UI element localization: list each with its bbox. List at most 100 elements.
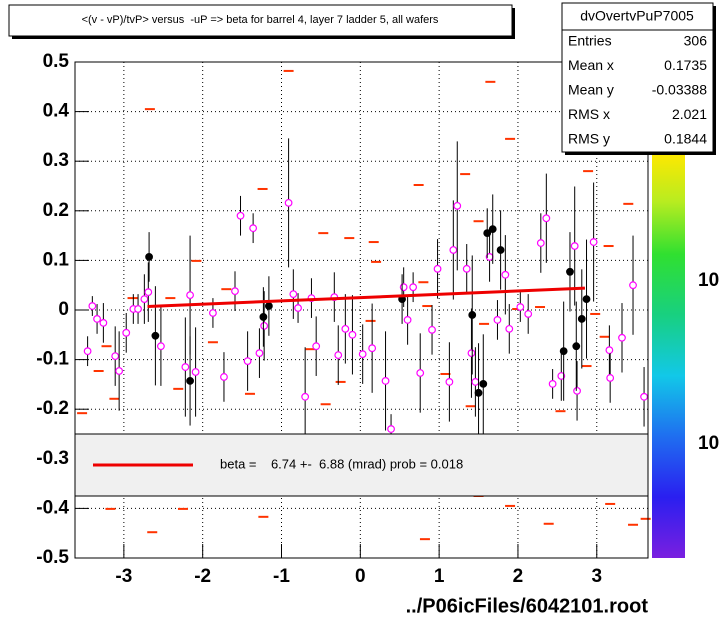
point-circle: [557, 372, 566, 380]
point-circle: [605, 346, 614, 355]
point-circle: [449, 246, 458, 254]
point-circle: [140, 295, 149, 303]
point-circle: [570, 242, 579, 250]
stats-value: 306: [684, 33, 708, 49]
point-circle: [157, 342, 165, 351]
point-circle: [181, 363, 190, 371]
y-tick-label: -0.5: [36, 547, 69, 568]
point-circle: [334, 351, 343, 360]
point-circle: [399, 283, 408, 292]
stats-value: 0.1735: [664, 57, 707, 73]
stats-value: 0.1844: [664, 131, 707, 147]
y-tick-label: 0.2: [43, 200, 69, 221]
point-circle: [387, 425, 395, 433]
point-circle: [381, 377, 390, 385]
stats-label: RMS x: [568, 106, 610, 122]
chart-title: <(v - vP)/tvP> versus -uP => beta for ba…: [82, 14, 439, 26]
title-box: [8, 4, 513, 37]
point-circle: [629, 281, 637, 290]
axes-frame: [74, 61, 649, 559]
point-dot: [259, 313, 268, 321]
y-tick-label: -0.1: [36, 349, 69, 370]
point-circle: [115, 367, 124, 375]
point-dot: [488, 225, 497, 234]
point-circle: [231, 287, 239, 296]
stats-label: Entries: [568, 33, 612, 49]
stats-label: RMS y: [568, 131, 610, 147]
point-dot: [483, 229, 492, 238]
point-circle: [294, 304, 302, 312]
y-tick-label: 0.5: [43, 51, 70, 72]
point-circle: [536, 239, 545, 247]
point-circle: [493, 316, 502, 324]
point-circle: [403, 316, 412, 324]
point-dot: [474, 388, 483, 397]
x-tick-label: 1: [434, 566, 445, 587]
point-circle: [433, 264, 442, 273]
x-tick-label: 2: [513, 566, 524, 587]
stats-title: dvOvertvPuP7005: [580, 8, 694, 24]
point-dot: [577, 315, 586, 323]
point-circle: [284, 198, 293, 207]
point-dot: [186, 377, 194, 385]
point-circle: [236, 211, 245, 220]
point-dot: [468, 311, 477, 319]
x-axis-label: ../P06icFiles/6042101.root: [406, 595, 649, 617]
point-circle: [445, 378, 454, 386]
point-circle: [209, 309, 217, 317]
y-tick-label: -0.3: [36, 448, 69, 469]
point-circle: [312, 342, 321, 351]
x-tick-label: -3: [115, 566, 132, 587]
colorbar-label: 10: [698, 270, 719, 291]
point-circle: [144, 288, 153, 297]
point-circle: [249, 224, 258, 233]
point-dot: [582, 295, 591, 303]
point-circle: [186, 291, 194, 300]
x-tick-label: -2: [194, 566, 211, 587]
color-palette: [652, 153, 685, 558]
point-circle: [640, 392, 648, 401]
point-circle: [99, 318, 108, 327]
point-circle: [505, 324, 514, 333]
stats-value: 2.021: [672, 106, 707, 122]
y-tick-label: -0.2: [36, 398, 69, 419]
point-circle: [301, 392, 310, 401]
point-dot: [479, 380, 488, 388]
point-circle: [416, 369, 425, 377]
point-circle: [573, 386, 581, 395]
legend-box: [74, 433, 649, 497]
plot-area: 0.5 0.4 0.3 0.2 0.1 0 -0.1 -0.2 -0.3 -0.4 -0.5 -3 -2…: [36, 51, 651, 587]
point-circle: [243, 357, 252, 365]
point-circle: [524, 310, 533, 318]
point-circle: [93, 315, 101, 323]
point-circle: [589, 238, 598, 246]
stats-box: dvOvertvPuP7005 Entries 306 Mean x 0.1735 Me…: [561, 2, 716, 155]
point-circle: [542, 214, 551, 223]
y-tick-label: 0.3: [43, 150, 69, 171]
fit-line: [147, 286, 586, 309]
point-circle: [462, 264, 471, 273]
x-tick-label: -1: [273, 566, 290, 587]
point-circle: [618, 333, 626, 342]
x-tick-label: 3: [591, 566, 602, 587]
legend-label: beta = 6.74 +- 6.88 (mrad) prob = 0.018: [220, 456, 463, 471]
point-circle: [255, 349, 264, 358]
stats-frame: [561, 2, 714, 153]
point-circle: [428, 325, 436, 334]
point-circle: [453, 201, 462, 210]
point-dot: [496, 246, 505, 254]
y-tick-label: 0.4: [43, 101, 70, 122]
y-tick-label: 0: [58, 299, 69, 320]
point-circle: [358, 350, 367, 359]
y-tick-label: 0.1: [43, 249, 70, 270]
point-circle: [341, 324, 350, 333]
point-dot: [145, 253, 153, 261]
point-circle: [83, 347, 92, 356]
point-circle: [606, 374, 615, 382]
point-dot: [566, 267, 574, 276]
point-circle: [501, 270, 510, 279]
stats-label: Mean x: [568, 57, 614, 73]
point-dot: [264, 302, 273, 310]
point-circle: [516, 303, 525, 311]
